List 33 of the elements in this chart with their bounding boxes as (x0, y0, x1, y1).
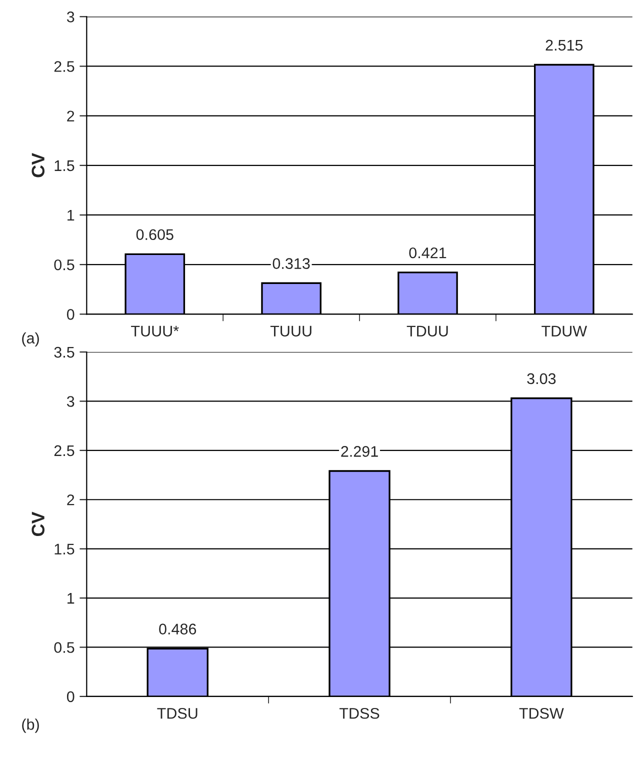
y-tick-label: 0 (66, 691, 74, 702)
y-axis-title: CV (32, 512, 45, 536)
y-tick-label: 3 (66, 12, 74, 22)
y-tick-label: 1.5 (54, 544, 74, 555)
y-tick-label: 1 (68, 210, 74, 221)
y-tick-label: 1.5 (54, 160, 74, 172)
text: (a) (22, 332, 39, 347)
x-tick-label: TDUW (542, 326, 588, 336)
data-label: 0.486 (159, 624, 196, 634)
data-label: 2.515 (546, 40, 583, 51)
data-label: 0.313 (272, 258, 310, 269)
y-tick-label: 0.5 (54, 642, 74, 653)
y-tick-label: 1 (68, 593, 74, 604)
y-tick-label: 0.5 (54, 259, 74, 270)
x-tick-label: TDSS (339, 708, 380, 719)
y-tick-label: 2.5 (54, 61, 74, 72)
data-label: 0.605 (136, 229, 174, 240)
y-axis-title: CV (32, 152, 45, 178)
x-tick-label: TDUU (406, 326, 448, 336)
data-label: 3.03 (527, 373, 556, 384)
y-tick-label: 2.5 (54, 445, 74, 456)
y-tick-label: 0 (66, 309, 74, 320)
x-tick-label: TDSU (157, 708, 198, 719)
text: (b) (22, 718, 39, 733)
y-tick-label: 3 (66, 396, 74, 407)
data-label: 0.421 (409, 247, 446, 258)
y-tick-label: 2 (67, 494, 74, 506)
x-tick-label: TUUU (270, 326, 312, 336)
y-tick-label: 2 (67, 110, 74, 122)
data-label: 2.291 (341, 446, 378, 457)
y-tick-label: 3.5 (54, 346, 74, 358)
x-tick-label: TUUU* (131, 326, 179, 336)
x-tick-label: TDSW (519, 708, 564, 719)
